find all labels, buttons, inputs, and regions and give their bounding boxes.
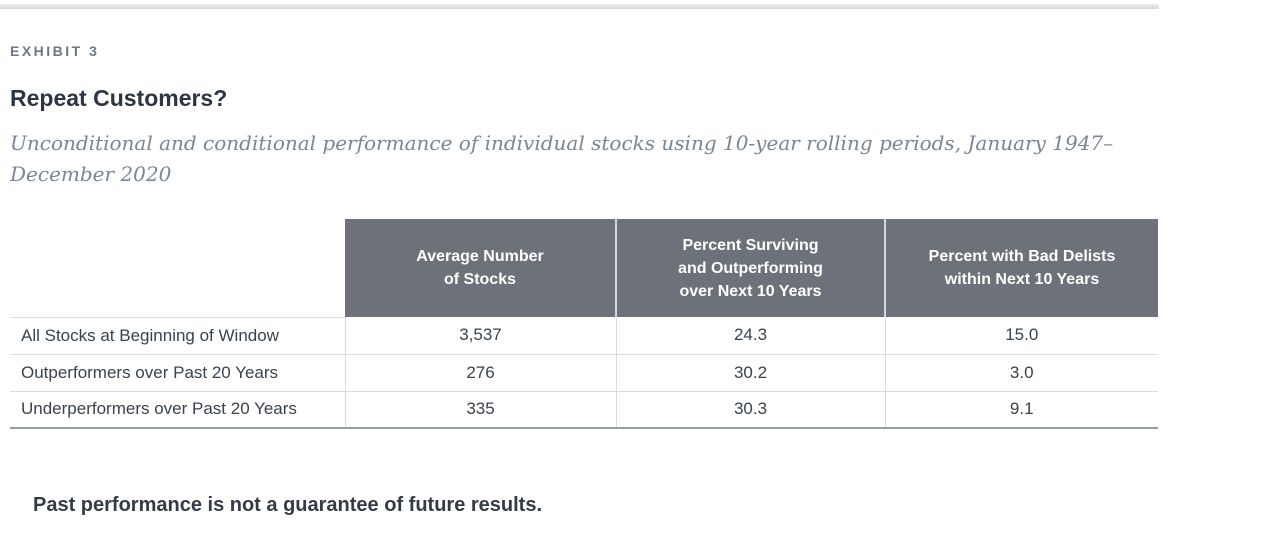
cell-avg-stocks: 276 — [344, 354, 616, 392]
table-header-row: Average Number of Stocks Percent Survivi… — [10, 219, 1158, 318]
cell-pct-surviving: 24.3 — [615, 317, 885, 355]
disclaimer-text: Past performance is not a guarantee of f… — [33, 494, 543, 516]
table-row-all-stocks: All Stocks at Beginning of Window 3,537 … — [10, 317, 1158, 355]
cell-avg-stocks: 3,537 — [344, 317, 616, 355]
cell-pct-bad-delists: 15.0 — [884, 317, 1158, 355]
cell-avg-stocks: 335 — [344, 391, 616, 429]
table-row-outperformers: Outperformers over Past 20 Years 276 30.… — [10, 354, 1158, 392]
cell-pct-bad-delists: 9.1 — [884, 391, 1158, 429]
page-title: Repeat Customers? — [10, 85, 228, 111]
cell-pct-bad-delists: 3.0 — [884, 354, 1158, 392]
header-cell-empty — [10, 219, 345, 318]
cell-pct-surviving: 30.2 — [615, 354, 885, 392]
top-divider — [0, 4, 1159, 9]
table-row-underperformers: Underperformers over Past 20 Years 335 3… — [10, 391, 1158, 429]
header-cell-percent-bad-delists: Percent with Bad Delists within Next 10 … — [884, 219, 1158, 317]
performance-table: Average Number of Stocks Percent Survivi… — [10, 219, 1158, 429]
performance-table-container: Average Number of Stocks Percent Survivi… — [10, 219, 1158, 429]
row-label: Underperformers over Past 20 Years — [10, 391, 345, 429]
row-label: Outperformers over Past 20 Years — [10, 354, 345, 392]
exhibit-label: EXHIBIT 3 — [10, 43, 100, 59]
header-cell-average-number: Average Number of Stocks — [345, 219, 616, 317]
header-cell-percent-surviving: Percent Surviving and Outperforming over… — [615, 219, 885, 317]
page-subtitle: Unconditional and conditional performanc… — [10, 131, 1114, 186]
row-label: All Stocks at Beginning of Window — [10, 317, 345, 355]
cell-pct-surviving: 30.3 — [615, 391, 885, 429]
